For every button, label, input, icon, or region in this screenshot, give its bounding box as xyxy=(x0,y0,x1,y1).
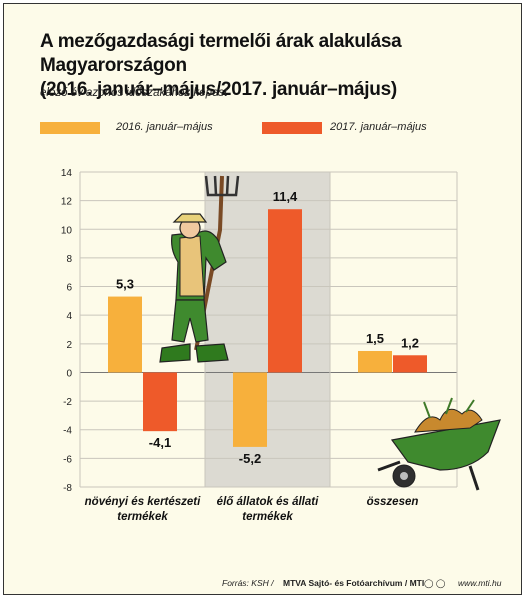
y-tick-label: 6 xyxy=(66,283,72,294)
legend-label-2016: 2016. január–május xyxy=(116,121,213,133)
y-tick-label: 4 xyxy=(66,311,72,322)
category-label: termékek xyxy=(242,511,293,523)
bar xyxy=(393,355,427,373)
y-tick-label: -4 xyxy=(63,426,72,437)
category-label: élő állatok és állati xyxy=(217,496,319,508)
category-label: növényi és kertészeti xyxy=(85,496,202,508)
y-tick-label: 0 xyxy=(66,368,72,379)
data-label: 1,2 xyxy=(401,335,419,350)
data-label: 5,3 xyxy=(116,277,134,292)
chart-title: A mezőgazdasági termelői árak alakulása … xyxy=(40,30,510,102)
footer-source-org: MTVA Sajtó- és Fotóarchívum / MTI xyxy=(283,578,425,588)
data-label: -4,1 xyxy=(149,435,171,450)
footer-source-prefix: Forrás: KSH / xyxy=(222,578,274,588)
bar xyxy=(268,209,302,373)
y-axis-ticks: 14 12 10 8 6 4 2 0 -2 -4 -6 -8 xyxy=(61,168,73,494)
data-label: 1,5 xyxy=(366,331,384,346)
data-label: -5,2 xyxy=(239,451,261,466)
category-label: termékek xyxy=(117,511,168,523)
wheelbarrow-icon xyxy=(377,397,501,491)
y-tick-label: 14 xyxy=(61,168,73,179)
data-label: 11,4 xyxy=(273,189,298,204)
y-tick-label: 12 xyxy=(61,197,73,208)
chart-title-line-2: (2016. január–május/2017. január–május) xyxy=(40,79,397,100)
legend-swatch-2016 xyxy=(40,122,100,134)
legend-swatch-2017 xyxy=(262,122,322,134)
footer-website: www.mti.hu xyxy=(458,578,502,588)
bar xyxy=(143,372,177,432)
footer: Forrás: KSH / MTVA Sajtó- és Fotóarchívu… xyxy=(0,574,527,594)
chart-subtitle: előző év azonos időszakához képest xyxy=(40,87,228,99)
y-tick-label: 8 xyxy=(66,254,72,265)
data-labels: 5,3 -5,2 1,5 -4,1 11,4 1,2 xyxy=(116,189,419,466)
bars xyxy=(108,209,427,447)
y-tick-label: 2 xyxy=(66,340,72,351)
farmer-with-pitchfork-icon xyxy=(159,175,240,363)
mtva-logo-icon: ◯ ◯ xyxy=(424,578,446,588)
shaded-category-band xyxy=(205,172,330,487)
chart-title-line-1: A mezőgazdasági termelői árak alakulása … xyxy=(40,31,402,76)
illustrations xyxy=(159,175,501,491)
y-tick-label: 10 xyxy=(61,225,73,236)
bar xyxy=(108,296,142,373)
y-tick-label: -6 xyxy=(63,454,72,465)
category-label: összesen xyxy=(367,496,419,508)
bar xyxy=(358,350,392,373)
y-tick-label: -2 xyxy=(63,397,72,408)
x-axis-labels: növényi és kertészeti termékek élő állatok… xyxy=(85,496,419,523)
y-tick-label: -8 xyxy=(63,483,72,494)
bar xyxy=(233,372,267,447)
legend-label-2017: 2017. január–május xyxy=(330,121,427,133)
